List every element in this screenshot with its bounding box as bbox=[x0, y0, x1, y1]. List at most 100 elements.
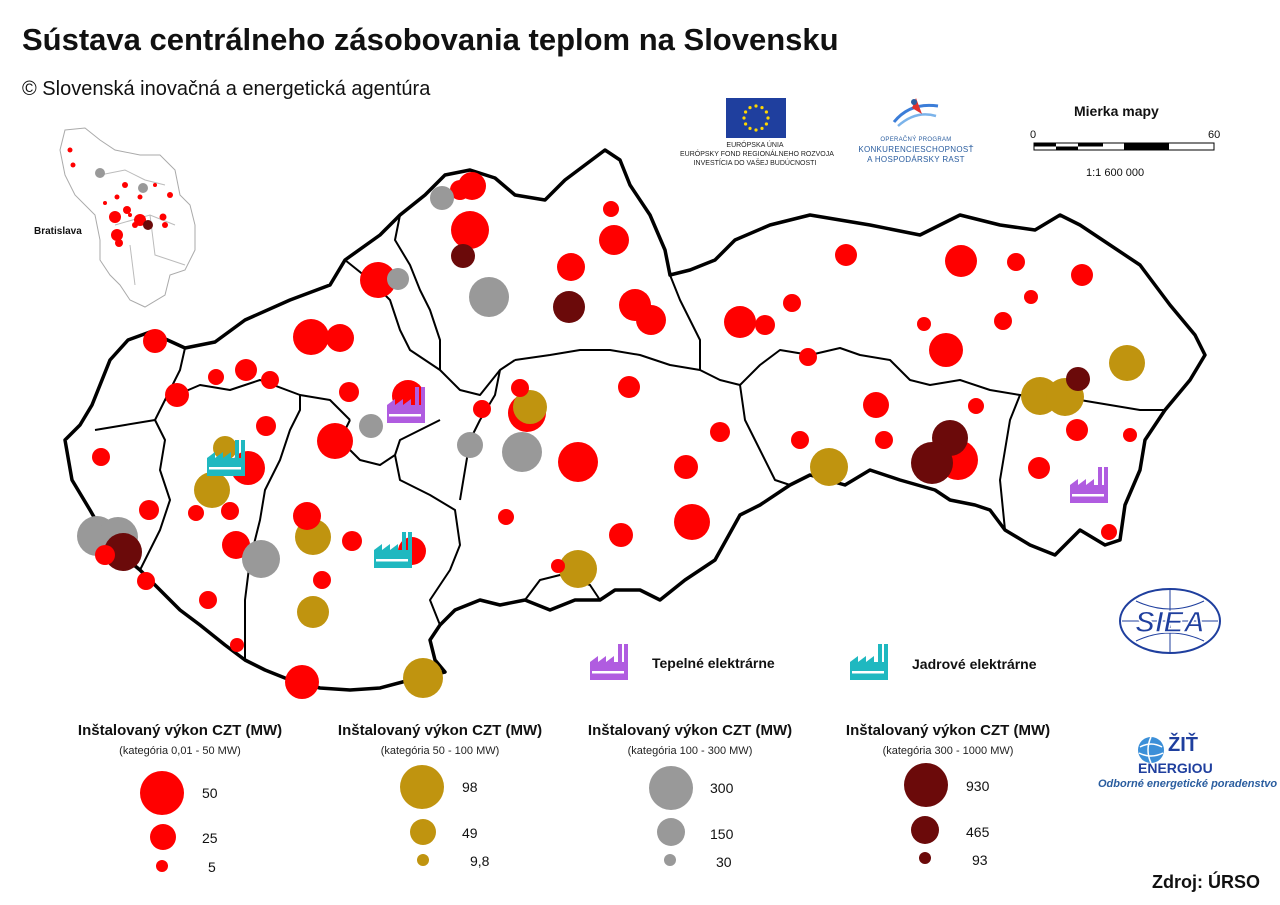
legend-group-3: Inštalovaný výkon CZT (MW) (kategória 10… bbox=[570, 722, 810, 757]
legend-value: 30 bbox=[716, 854, 732, 870]
facility-marker bbox=[724, 306, 756, 338]
facility-marker bbox=[911, 442, 953, 484]
inset-facility-marker bbox=[67, 147, 73, 153]
facility-marker bbox=[603, 201, 619, 217]
inset-facility-marker bbox=[95, 168, 105, 178]
inset-facility-marker bbox=[138, 183, 148, 193]
legend-circle-large bbox=[649, 766, 693, 810]
op-logo-text: OPERAČNÝ PROGRAM KONKURENCIESCHOPNOSŤ A … bbox=[846, 135, 986, 165]
legend-value: 300 bbox=[710, 780, 734, 796]
facility-marker bbox=[945, 245, 977, 277]
inset-facility-marker bbox=[122, 182, 128, 188]
zit-logo-line2: ENERGIOU bbox=[1138, 760, 1213, 776]
facility-marker bbox=[188, 505, 204, 521]
facility-marker bbox=[469, 277, 509, 317]
inset-facility-marker bbox=[111, 229, 123, 241]
zit-logo-line1: ŽIŤ bbox=[1168, 734, 1198, 756]
facility-marker bbox=[1071, 264, 1093, 286]
facility-marker bbox=[551, 559, 565, 573]
eu-logo-text: EURÓPSKA ÚNIA EURÓPSKY FOND REGIONÁLNEHO… bbox=[680, 141, 834, 168]
scale-min: 0 bbox=[1030, 129, 1036, 141]
facility-marker bbox=[326, 324, 354, 352]
facility-marker bbox=[511, 379, 529, 397]
inset-facility-marker bbox=[109, 211, 121, 223]
op-line-1: OPERAČNÝ PROGRAM bbox=[880, 137, 952, 143]
facility-marker bbox=[498, 509, 514, 525]
legend-group-1: Inštalovaný výkon CZT (MW) (kategória 0,… bbox=[60, 722, 300, 757]
facility-marker bbox=[810, 448, 848, 486]
facility-marker bbox=[221, 502, 239, 520]
facility-marker bbox=[1123, 428, 1137, 442]
inset-facility-marker bbox=[159, 213, 167, 221]
legend-circle-medium bbox=[410, 819, 436, 845]
legend-circle-small bbox=[664, 854, 676, 866]
legend-circle-medium bbox=[150, 824, 176, 850]
facility-marker bbox=[799, 348, 817, 366]
legend-value: 50 bbox=[202, 785, 218, 801]
inset-label-bratislava: Bratislava bbox=[34, 226, 82, 237]
facility-marker bbox=[139, 500, 159, 520]
facility-marker bbox=[473, 400, 491, 418]
eu-line-1: EURÓPSKA ÚNIA bbox=[726, 142, 784, 149]
eu-line-2: EURÓPSKY FOND REGIONÁLNEHO ROZVOJA bbox=[680, 151, 834, 158]
scale-ratio: 1:1 600 000 bbox=[1086, 167, 1145, 179]
facility-marker bbox=[553, 291, 585, 323]
facility-marker bbox=[430, 186, 454, 210]
facility-marker bbox=[929, 333, 963, 367]
facility-marker bbox=[230, 638, 244, 652]
facility-marker bbox=[285, 665, 319, 699]
facility-marker bbox=[1024, 290, 1038, 304]
facility-marker bbox=[559, 550, 597, 588]
facility-marker bbox=[256, 416, 276, 436]
facility-marker bbox=[339, 382, 359, 402]
facility-marker bbox=[199, 591, 217, 609]
legend-value: 25 bbox=[202, 830, 218, 846]
facility-marker bbox=[360, 262, 396, 298]
facility-marker bbox=[457, 432, 483, 458]
thermal-plant-icon bbox=[387, 387, 425, 423]
facility-marker bbox=[137, 572, 155, 590]
facility-marker bbox=[293, 319, 329, 355]
legend-value: 49 bbox=[462, 825, 478, 841]
map-subtitle: © Slovenská inovačná a energetická agent… bbox=[22, 78, 431, 100]
facility-marker bbox=[359, 414, 383, 438]
facility-marker bbox=[450, 180, 470, 200]
facility-marker bbox=[674, 455, 698, 479]
eu-flag-icon bbox=[726, 98, 786, 138]
facility-marker bbox=[1101, 524, 1117, 540]
legend-subtitle: (kategória 50 - 100 MW) bbox=[380, 745, 500, 757]
eu-line-3: INVESTÍCIA DO VAŠEJ BUDÚCNOSTI bbox=[693, 160, 817, 167]
siea-logo-text: SIEA bbox=[1135, 606, 1205, 639]
facility-marker bbox=[235, 359, 257, 381]
facility-marker bbox=[194, 472, 230, 508]
facility-marker bbox=[835, 244, 857, 266]
facility-marker bbox=[317, 423, 353, 459]
op-program-icon bbox=[892, 98, 939, 127]
facility-marker bbox=[791, 431, 809, 449]
legend-nuclear-icon bbox=[850, 644, 888, 680]
inset-facility-marker bbox=[153, 183, 157, 187]
scale-max: 60 bbox=[1208, 129, 1220, 141]
inset-facility-marker bbox=[162, 222, 168, 228]
legend-group-4: Inštalovaný výkon CZT (MW) (kategória 30… bbox=[828, 722, 1068, 757]
facility-marker bbox=[710, 422, 730, 442]
inset-facility-marker bbox=[115, 239, 123, 247]
legend-title: Inštalovaný výkon CZT (MW) bbox=[337, 722, 543, 739]
legend-thermal-label: Tepelné elektrárne bbox=[652, 655, 775, 671]
facility-marker bbox=[557, 253, 585, 281]
facility-marker bbox=[1007, 253, 1025, 271]
thermal-plant-icon bbox=[1070, 467, 1108, 503]
inset-facility-marker bbox=[137, 194, 143, 200]
zit-globe-icon bbox=[1138, 736, 1164, 764]
facility-marker bbox=[863, 392, 889, 418]
legend-nuclear-label: Jadrové elektrárne bbox=[912, 656, 1037, 672]
legend-circle-small bbox=[417, 854, 429, 866]
inset-facility-marker bbox=[123, 206, 131, 214]
inset-facility-marker bbox=[103, 201, 107, 205]
facility-marker bbox=[451, 244, 475, 268]
legend-subtitle: (kategória 0,01 - 50 MW) bbox=[119, 745, 241, 757]
facility-marker bbox=[92, 448, 110, 466]
op-line-2: KONKURENCIESCHOPNOSŤ bbox=[858, 145, 974, 154]
nuclear-plant-icon bbox=[207, 440, 245, 476]
facility-marker bbox=[261, 371, 279, 389]
